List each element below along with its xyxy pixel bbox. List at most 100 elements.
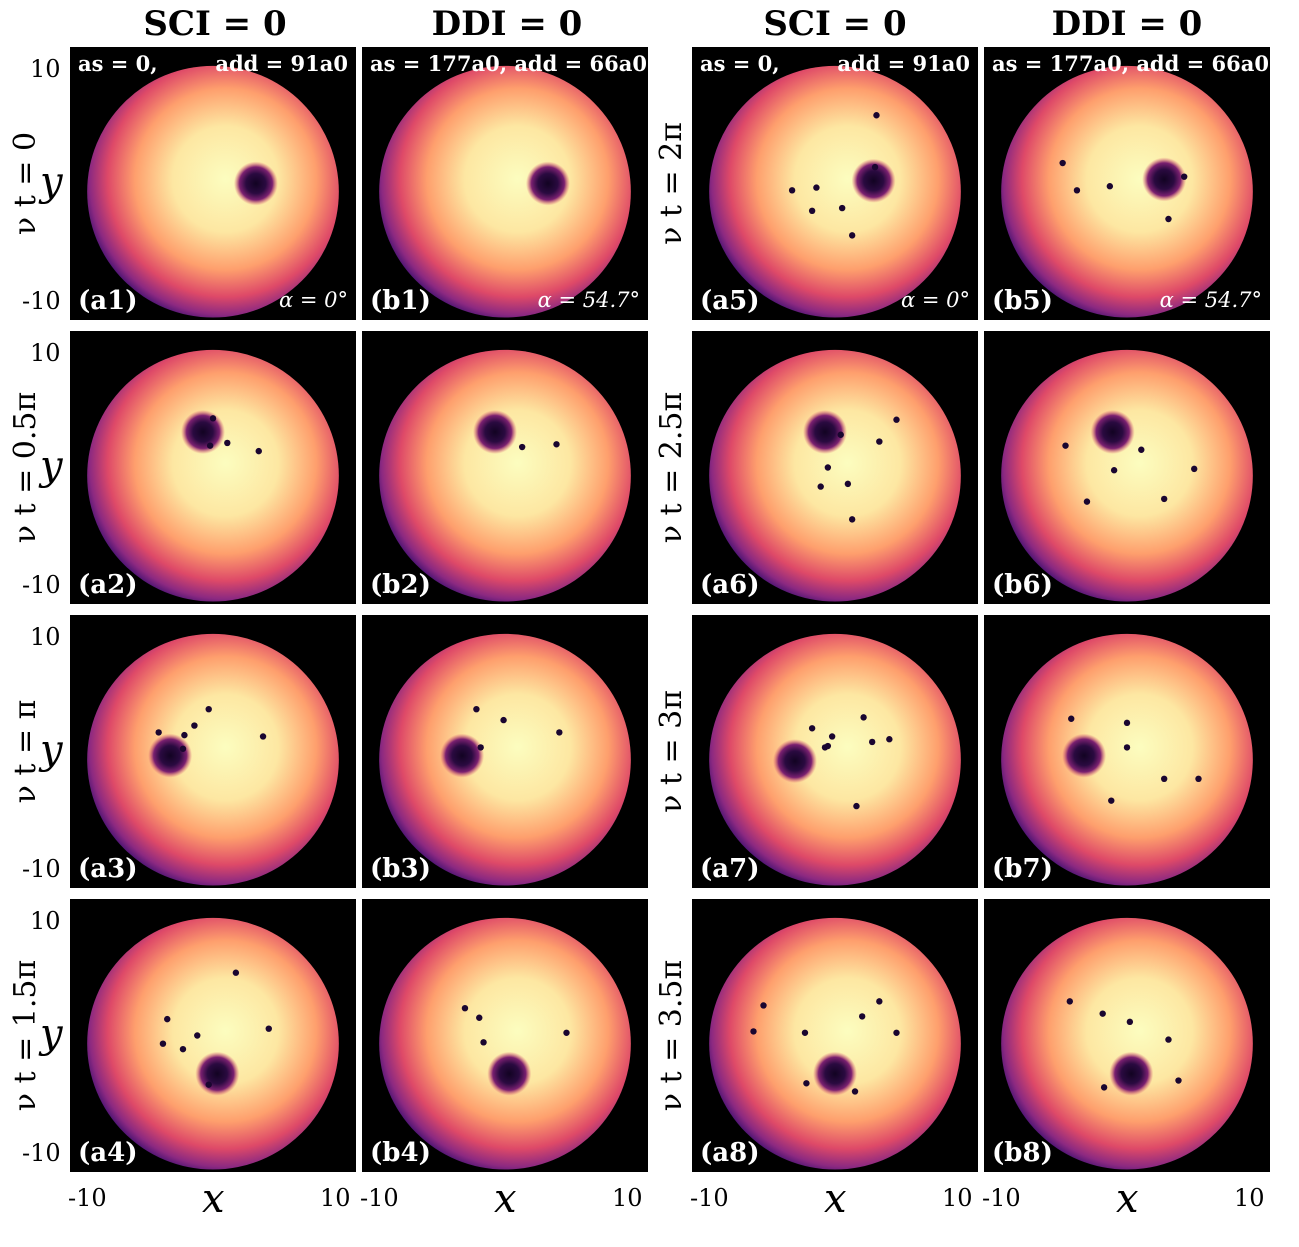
row-time-label: ν t = 3.5π <box>654 959 689 1112</box>
panel-label: (b1) <box>370 286 431 316</box>
small-vortex <box>750 1028 757 1035</box>
density-panel: (b8) <box>984 899 1270 1172</box>
panel-label: (b6) <box>992 570 1053 600</box>
small-vortex <box>181 731 188 739</box>
alpha-label: α = 0° <box>901 288 970 312</box>
small-vortex <box>1068 715 1075 722</box>
main-vortex <box>233 161 278 206</box>
small-vortex <box>1126 1018 1134 1026</box>
x-axis-label: x <box>494 1176 517 1222</box>
small-vortex <box>1073 187 1081 194</box>
small-vortex <box>1165 215 1172 223</box>
small-vortex <box>828 733 836 740</box>
panel-label: (a5) <box>700 286 760 316</box>
density-panel: (b1) as = 177a0, add = 66a0 α = 54.7° <box>362 47 648 320</box>
condensate-cloud <box>379 633 631 886</box>
x-axis-label: x <box>202 1176 225 1222</box>
small-vortex <box>803 1080 810 1087</box>
condensate-cloud <box>87 633 339 886</box>
small-vortex <box>876 438 883 445</box>
y-tick-min: -10 <box>22 287 61 315</box>
small-vortex <box>1110 467 1118 474</box>
small-vortex <box>1123 719 1131 727</box>
small-vortex <box>164 1015 171 1023</box>
small-vortex <box>232 969 240 976</box>
y-tick-min: -10 <box>22 1139 61 1167</box>
condensate-cloud <box>1001 349 1253 602</box>
density-panel: (b3) <box>362 615 648 888</box>
panel-label: (a1) <box>78 286 138 316</box>
density-plot <box>1001 349 1253 602</box>
y-axis-label: y <box>40 443 63 489</box>
small-vortex <box>1099 1010 1106 1017</box>
density-panel: (b4) <box>362 899 648 1172</box>
row-time-label: ν t = 3π <box>654 690 689 813</box>
small-vortex <box>838 204 846 212</box>
density-panel: (a4) <box>70 899 356 1172</box>
alpha-label: α = 54.7° <box>537 288 640 312</box>
main-vortex <box>772 739 817 784</box>
condensate-cloud <box>1001 633 1253 886</box>
small-vortex <box>760 1002 767 1009</box>
density-plot <box>87 349 339 602</box>
panel-label: (a8) <box>700 1138 760 1168</box>
x-tick-min: -10 <box>360 1184 399 1212</box>
panel-label: (a4) <box>78 1138 138 1168</box>
panel-label: (b3) <box>370 854 431 884</box>
small-vortex <box>837 431 844 438</box>
small-vortex <box>191 722 198 729</box>
x-tick-min: -10 <box>982 1184 1021 1212</box>
x-tick-max: 10 <box>320 1184 351 1212</box>
small-vortex <box>265 1025 272 1032</box>
density-plot <box>1001 65 1253 318</box>
condensate-cloud <box>709 65 961 318</box>
y-tick-min: -10 <box>22 571 61 599</box>
small-vortex <box>255 447 262 455</box>
x-axis-label: x <box>1116 1176 1139 1222</box>
dipolar-length-label: add = 91a0 <box>215 51 348 76</box>
x-tick-max: 10 <box>612 1184 643 1212</box>
y-tick-max: 10 <box>30 55 61 83</box>
x-tick-min: -10 <box>690 1184 729 1212</box>
density-panel: (a8) <box>692 899 978 1172</box>
y-tick-min: -10 <box>22 855 61 883</box>
main-vortex <box>813 1051 857 1096</box>
small-vortex <box>179 1045 187 1053</box>
density-panel: (b5) as = 177a0, add = 66a0 α = 54.7° <box>984 47 1270 320</box>
density-panel: (b6) <box>984 331 1270 604</box>
density-panel: (a6) <box>692 331 978 604</box>
small-vortex <box>853 802 860 810</box>
panel-label: (b7) <box>992 854 1053 884</box>
small-vortex <box>886 736 893 743</box>
density-plot <box>709 65 961 318</box>
small-vortex <box>476 1014 483 1021</box>
small-vortex <box>788 187 796 194</box>
main-vortex <box>1109 1051 1154 1096</box>
small-vortex <box>868 738 876 746</box>
column-header-4: DDI = 0 <box>1051 4 1203 44</box>
density-panel: (a1) as = 0, add = 91a0 α = 0° <box>70 47 356 320</box>
small-vortex <box>1100 1084 1108 1091</box>
small-vortex <box>155 729 162 736</box>
small-vortex <box>500 716 507 724</box>
alpha-label: α = 54.7° <box>1159 288 1262 312</box>
interaction-params-label: as = 177a0, add = 66a0 <box>992 51 1269 76</box>
condensate-cloud <box>379 917 631 1170</box>
main-vortex <box>1142 157 1187 202</box>
small-vortex <box>873 112 880 119</box>
small-vortex <box>813 184 820 191</box>
panel-label: (a3) <box>78 854 138 884</box>
x-tick-max: 10 <box>1234 1184 1265 1212</box>
density-plot <box>709 633 961 886</box>
small-vortex <box>871 163 879 171</box>
small-vortex <box>206 442 214 449</box>
alpha-label: α = 0° <box>279 288 348 312</box>
density-plot <box>379 917 631 1170</box>
small-vortex <box>851 1088 859 1095</box>
small-vortex <box>893 416 900 423</box>
density-panel: (a3) <box>70 615 356 888</box>
small-vortex <box>477 744 484 751</box>
small-vortex <box>1195 775 1202 782</box>
main-vortex <box>487 1051 532 1096</box>
main-vortex <box>472 410 517 455</box>
